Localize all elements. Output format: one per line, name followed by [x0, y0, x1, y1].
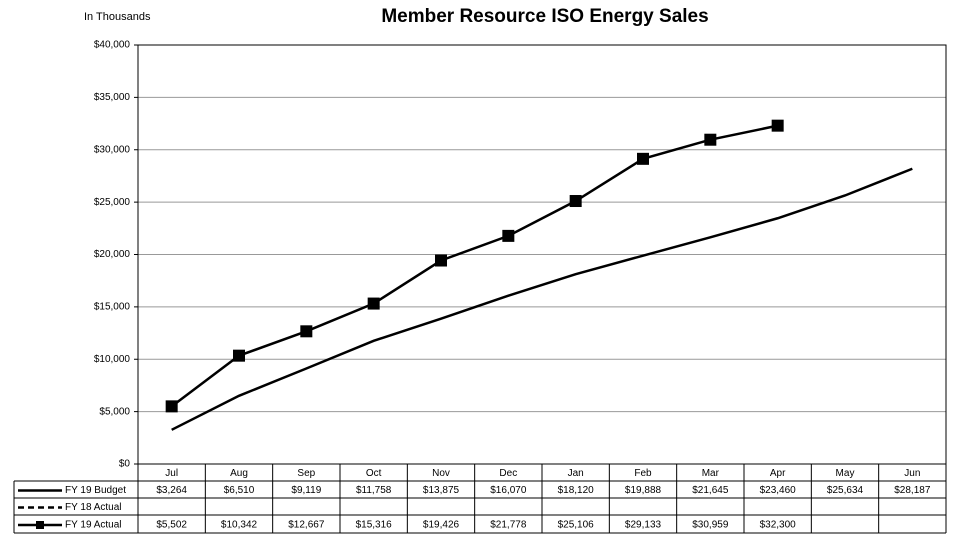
data-label: $9,119 — [291, 485, 321, 496]
data-label: $15,316 — [356, 520, 393, 531]
y-tick-label: $5,000 — [99, 406, 130, 417]
marker — [367, 297, 380, 310]
x-tick-label: Aug — [230, 468, 248, 479]
data-label: $30,959 — [692, 520, 729, 531]
data-label: $19,888 — [625, 485, 662, 496]
x-tick-label: Dec — [499, 468, 517, 479]
data-label: $5,502 — [156, 520, 187, 531]
x-tick-label: Nov — [432, 468, 450, 479]
y-tick-label: $30,000 — [94, 144, 131, 155]
legend-label: FY 19 Budget — [65, 485, 126, 496]
legend-label: FY 19 Actual — [65, 520, 122, 531]
y-tick-label: $20,000 — [94, 249, 131, 260]
data-label: $21,778 — [490, 520, 527, 531]
marker — [569, 195, 582, 208]
x-tick-label: Jan — [568, 468, 584, 479]
x-tick-label: May — [836, 468, 855, 479]
data-label: $29,133 — [625, 520, 662, 531]
y-tick-label: $25,000 — [94, 197, 131, 208]
y-tick-label: $40,000 — [94, 40, 131, 51]
x-tick-label: Oct — [366, 468, 382, 479]
x-tick-label: Apr — [770, 468, 786, 479]
marker — [637, 152, 649, 165]
data-label: $10,342 — [221, 520, 258, 531]
marker — [300, 325, 313, 338]
marker — [233, 349, 245, 362]
data-label: $25,634 — [827, 485, 864, 496]
legend-label: FY 18 Actual — [65, 502, 122, 513]
legend-marker — [36, 521, 44, 529]
data-label: $16,070 — [490, 485, 527, 496]
x-tick-label: Jul — [165, 468, 178, 479]
y-tick-label: $35,000 — [94, 92, 131, 103]
chart-title: Member Resource ISO Energy Sales — [381, 6, 708, 27]
data-label: $6,510 — [224, 485, 255, 496]
data-label: $12,667 — [288, 520, 325, 531]
data-label: $25,106 — [558, 520, 595, 531]
data-label: $11,758 — [356, 485, 392, 496]
data-label: $21,645 — [692, 485, 729, 496]
marker — [704, 133, 717, 146]
x-tick-label: Feb — [634, 468, 652, 479]
data-label: $13,875 — [423, 485, 460, 496]
data-label: $3,264 — [156, 485, 187, 496]
data-label: $19,426 — [423, 520, 460, 531]
series-line — [170, 124, 778, 408]
x-tick-label: Mar — [702, 468, 720, 479]
marker — [165, 400, 178, 413]
y-tick-label: $10,000 — [94, 354, 131, 365]
x-tick-label: Jun — [904, 468, 920, 479]
marker — [435, 254, 447, 267]
series-line — [171, 167, 913, 431]
data-label: $18,120 — [558, 485, 595, 496]
data-label: $32,300 — [760, 520, 797, 531]
y-tick-label: $15,000 — [94, 302, 131, 313]
marker — [771, 119, 784, 132]
x-tick-label: Sep — [297, 468, 315, 479]
data-label: $28,187 — [894, 485, 931, 496]
marker — [502, 229, 515, 242]
data-label: $23,460 — [760, 485, 797, 496]
chart-subtitle: In Thousands — [84, 11, 151, 23]
y-tick-label: $0 — [119, 459, 131, 470]
